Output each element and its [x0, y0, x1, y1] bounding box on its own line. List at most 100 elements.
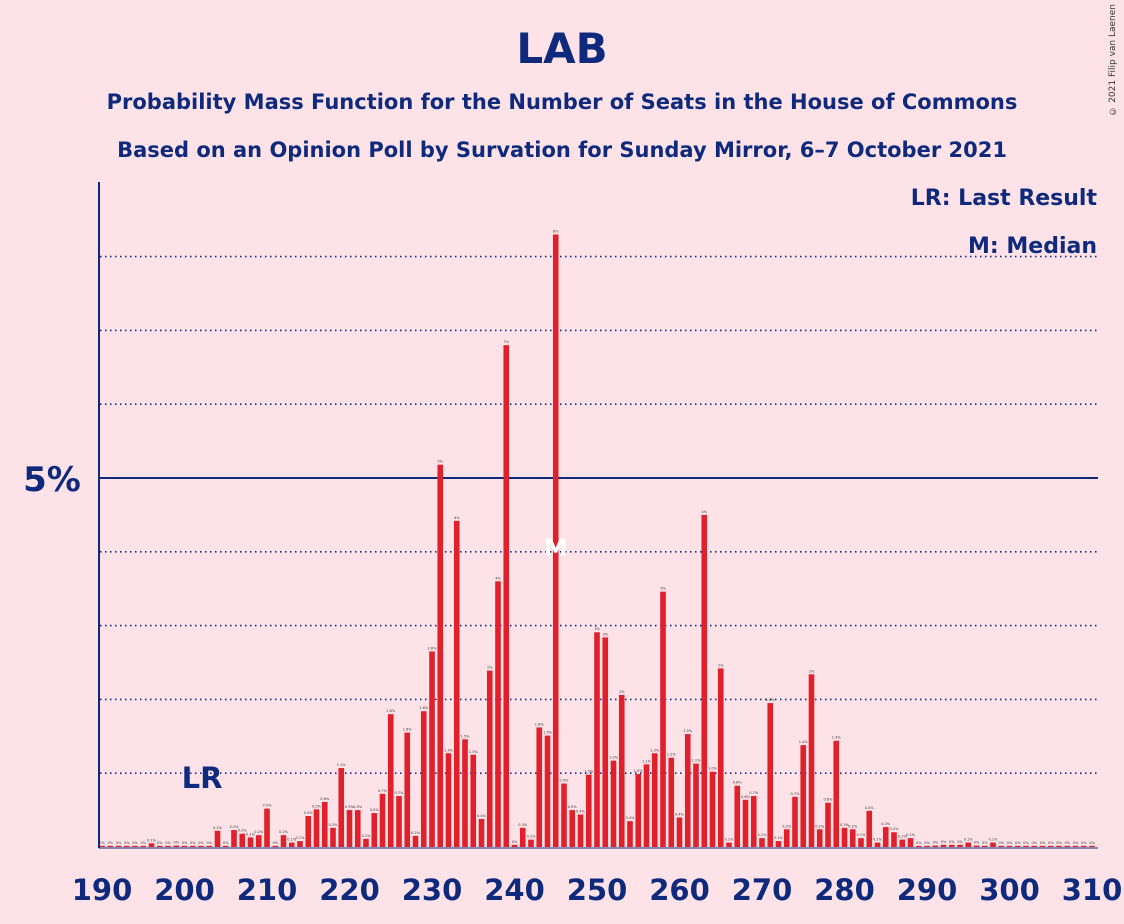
bar-label: 0% [916, 841, 922, 845]
bar [148, 843, 155, 847]
bar [478, 818, 485, 847]
bar [693, 763, 699, 847]
bar-label: 0% [1081, 841, 1087, 845]
bar-label: 0% [941, 840, 947, 844]
bar-label: 4% [454, 516, 460, 520]
bar-label: 1.1% [337, 763, 347, 767]
bar-label: 0.4% [477, 814, 487, 818]
bar-label: 0.5% [345, 805, 355, 809]
bar [709, 771, 716, 847]
bar [519, 827, 526, 847]
bar [255, 835, 262, 847]
bar [1006, 845, 1013, 847]
bar-label: 0% [99, 841, 105, 845]
bar-label: 0% [1056, 841, 1062, 845]
bar [841, 827, 848, 847]
bar-label: 1.2% [667, 753, 677, 757]
bar-label: 0.3% [840, 823, 850, 827]
bar-label: 1.5% [461, 734, 471, 738]
bar-label: 0.9% [560, 779, 570, 783]
bar-label: 0.3% [518, 823, 528, 827]
bar [445, 753, 452, 847]
bar-label: 0.1% [964, 838, 974, 842]
bar-label: 7% [503, 340, 509, 344]
bar [849, 829, 856, 847]
bar-label: 0% [1048, 841, 1054, 845]
bar-label: 0.1% [857, 833, 867, 837]
bar-label: 0.1% [246, 832, 256, 836]
bar-label: 1.5% [683, 729, 693, 733]
bar [99, 845, 105, 847]
bar [734, 785, 741, 847]
bar-label: 0% [223, 841, 229, 845]
chart-subtitle-2: Based on an Opinion Poll by Survation fo… [117, 138, 1007, 162]
bar [396, 796, 402, 847]
bar [222, 845, 229, 847]
bar [206, 845, 213, 847]
chart-subtitle: Probability Mass Function for the Number… [106, 90, 1018, 114]
bar-label: 0% [998, 841, 1004, 845]
bar [610, 760, 617, 847]
bar-label: 0% [1064, 841, 1070, 845]
bar [387, 714, 394, 847]
bar [800, 745, 807, 847]
bar-label: 0% [949, 840, 955, 844]
x-tick-label: 230 [402, 873, 463, 907]
bar [462, 739, 468, 847]
bar [107, 845, 114, 847]
bar-label: 1.5% [543, 731, 553, 735]
bar [437, 464, 444, 847]
bar [643, 764, 650, 847]
bar-label: 1.9% [766, 698, 776, 702]
bar [552, 234, 559, 847]
bar-label: 0.2% [848, 824, 858, 828]
bar-label: 0.8% [733, 781, 743, 785]
bar-label: 0% [1023, 841, 1029, 845]
bar-label: 0.5% [353, 805, 363, 809]
bar-label: 0% [1031, 841, 1037, 845]
chart-title: LAB [516, 24, 608, 73]
bar-label: 0% [1073, 841, 1079, 845]
bar-label: 0.6% [824, 798, 834, 802]
bar [957, 844, 963, 847]
bar-label: 5% [437, 460, 443, 464]
bar-label: 0.1% [989, 838, 999, 842]
bar-label: 0% [173, 841, 179, 845]
bar-label: 1.3% [650, 748, 660, 752]
last-result-marker: LR [182, 761, 223, 795]
bar [808, 674, 815, 847]
bar-label: 3% [660, 587, 666, 591]
bar-label: 0% [206, 841, 212, 845]
bar-label: 1.8% [419, 706, 429, 710]
bar [635, 773, 642, 847]
bar [536, 727, 543, 847]
bar [486, 670, 493, 847]
bar-label: 0.7% [395, 791, 405, 795]
bar [264, 808, 270, 847]
bar-label: 0% [190, 841, 196, 845]
bar [882, 827, 889, 847]
bar [858, 838, 864, 847]
bar [280, 835, 287, 847]
bar [511, 844, 518, 847]
bar [420, 711, 427, 847]
bar [990, 842, 996, 847]
bar-label: 0.5% [568, 805, 578, 809]
bar-label: 0.7% [791, 792, 801, 796]
bar [701, 514, 708, 847]
x-tick-label: 300 [979, 873, 1040, 907]
bar-label: 0.1% [527, 835, 537, 839]
bar [412, 835, 419, 847]
bar [932, 845, 939, 847]
x-tick-label: 190 [72, 873, 133, 907]
bar-label: 0.2% [254, 830, 264, 834]
bar-label: 0.4% [576, 810, 586, 814]
bar [585, 774, 592, 847]
bar [627, 821, 633, 847]
bar-label: 0.4% [304, 811, 314, 815]
bar [371, 813, 378, 847]
bar-label: 0.1% [906, 833, 916, 837]
bar-label: 0.1% [287, 838, 297, 842]
bar [1056, 845, 1062, 847]
